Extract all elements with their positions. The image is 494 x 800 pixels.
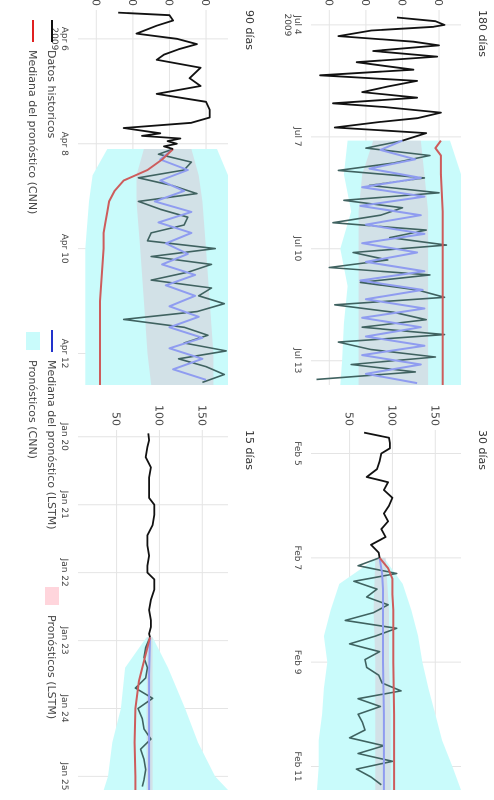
legend-swatch-box xyxy=(26,332,40,350)
cnn-median-line xyxy=(434,140,444,385)
y-tick-label: 100 xyxy=(385,405,398,426)
legend-swatch-box xyxy=(45,587,59,605)
x-tick-label: Apr 62009 xyxy=(49,27,69,51)
x-tick-label: Jan 25 xyxy=(59,761,69,790)
x-tick-label-line: Jan 22 xyxy=(59,558,69,587)
x-tick-label: Jan 24 xyxy=(59,693,69,722)
x-tick-label-line: Feb 7 xyxy=(292,546,302,571)
x-tick-label: Apr 10 xyxy=(59,234,69,264)
lstm-median-line xyxy=(153,148,207,381)
cnn-median-line xyxy=(378,557,396,790)
y-tick-label: 150 xyxy=(195,405,208,426)
x-tick-label: Feb 7 xyxy=(292,546,302,571)
x-tick-label-line: Apr 6 xyxy=(59,27,69,51)
y-tick-label: 40 xyxy=(89,0,102,6)
historical-line xyxy=(319,16,446,142)
panel-4: 50 100 150 Jan 20 Jan 21 Jan 22 Jan 23 Jan 24 Ja… xyxy=(59,405,256,791)
y-tick-label: 60 xyxy=(359,0,372,6)
y-tick-label: 150 xyxy=(428,405,441,426)
x-tick-label-line: Apr 10 xyxy=(59,234,69,264)
y-tick-label: 100 xyxy=(152,405,165,426)
legend-item: Pronósticos (CNN) xyxy=(26,332,40,459)
legend-item: Mediana del pronóstico (LSTM) xyxy=(45,330,58,530)
panel-title: 15 días xyxy=(243,430,256,470)
x-tick-label: Jan 21 xyxy=(59,490,69,519)
lstm-forecast-band xyxy=(358,140,429,385)
x-tick-label-line: Jan 23 xyxy=(59,625,69,654)
x-tick-label-line: Apr 8 xyxy=(59,132,69,156)
y-tick-label: 60 xyxy=(126,0,139,6)
legend-item: Mediana del pronóstico (CNN) xyxy=(26,20,39,214)
y-tick-label: 50 xyxy=(110,412,123,426)
y-tick-label: 50 xyxy=(343,412,356,426)
y-tick-label: 100 xyxy=(432,0,445,6)
legend-label: Pronósticos (CNN) xyxy=(26,360,39,459)
plot-area xyxy=(316,16,461,385)
x-tick-label: Jan 22 xyxy=(59,558,69,587)
legend: Datos historicos Mediana del pronóstico (… xyxy=(26,20,59,719)
x-tick-label-line: Jul 4 xyxy=(292,14,302,35)
x-tick-label: Apr 8 xyxy=(59,132,69,156)
x-tick-label: Apr 12 xyxy=(59,339,69,369)
legend-label: Datos historicos xyxy=(45,50,58,139)
x-tick-label-line: 2009 xyxy=(49,27,59,50)
panel-title: 30 días xyxy=(476,430,489,470)
legend-label: Mediana del pronóstico (LSTM) xyxy=(45,360,58,530)
x-tick-label-line: Feb 5 xyxy=(292,441,302,466)
x-tick-label-line: Jan 21 xyxy=(59,490,69,519)
actual-future-line xyxy=(134,636,154,787)
actual-future-line xyxy=(344,557,402,786)
legend-item: Datos historicos xyxy=(45,20,58,139)
x-tick-label: Jan 20 xyxy=(59,422,69,451)
lstm-median-line xyxy=(148,637,151,790)
lstm-median-line xyxy=(378,557,385,790)
x-tick-label-line: Jul 13 xyxy=(292,347,302,373)
plot-area xyxy=(317,431,461,790)
historical-line xyxy=(118,11,211,150)
lstm-forecast-band xyxy=(373,557,391,790)
x-tick-label: Jul 42009 xyxy=(282,13,302,36)
plot-area xyxy=(103,433,228,790)
historical-line xyxy=(363,431,394,558)
panel-3: 50 100 150 Feb 5 Feb 7 Feb 9 Feb 11 30 días xyxy=(292,405,489,790)
x-tick-label: Jan 23 xyxy=(59,625,69,654)
x-tick-label-line: Jul 7 xyxy=(292,126,302,146)
x-tick-label-line: Feb 9 xyxy=(292,650,302,675)
cnn-median-line xyxy=(133,636,151,790)
lstm-median-line xyxy=(359,139,426,385)
y-tick-label: 100 xyxy=(199,0,212,6)
panel-title: 90 días xyxy=(243,10,256,50)
y-tick-label: 80 xyxy=(162,0,175,6)
x-tick-label: Jul 7 xyxy=(292,126,302,146)
x-tick-label: Feb 9 xyxy=(292,650,302,675)
cnn-median-line xyxy=(99,148,174,385)
plot-area xyxy=(85,11,228,385)
x-tick-label-line: Jan 25 xyxy=(59,761,69,790)
x-tick-label-line: Jan 24 xyxy=(59,693,69,722)
x-tick-label: Feb 11 xyxy=(292,751,302,781)
x-tick-label: Feb 5 xyxy=(292,441,302,466)
cnn-forecast-band xyxy=(103,637,228,790)
historical-line xyxy=(144,433,156,638)
legend-item: Pronósticos (LSTM) xyxy=(45,587,59,719)
y-tick-label: 80 xyxy=(395,0,408,6)
x-tick-label-line: Jan 20 xyxy=(59,422,69,451)
legend-label: Mediana del pronóstico (CNN) xyxy=(26,50,39,214)
legend-label: Pronósticos (LSTM) xyxy=(45,615,58,719)
x-tick-label-line: Jul 10 xyxy=(292,235,302,261)
x-tick-label: Jul 10 xyxy=(292,235,302,261)
panel-1: 40 60 80 100 Jul 42009 Jul 7 Jul 10 Jul 13 180 d… xyxy=(282,0,489,385)
y-tick-label: 40 xyxy=(322,0,335,6)
panel-2: 40 60 80 100 Apr 62009 Apr 8 Apr 10 Apr 12 90 dí… xyxy=(49,0,256,385)
x-tick-label: Jul 13 xyxy=(292,347,302,373)
x-tick-label-line: Apr 12 xyxy=(59,339,69,369)
x-tick-label-line: 2009 xyxy=(282,13,292,36)
x-tick-label-line: Feb 11 xyxy=(292,751,302,781)
panel-title: 180 días xyxy=(476,10,489,57)
